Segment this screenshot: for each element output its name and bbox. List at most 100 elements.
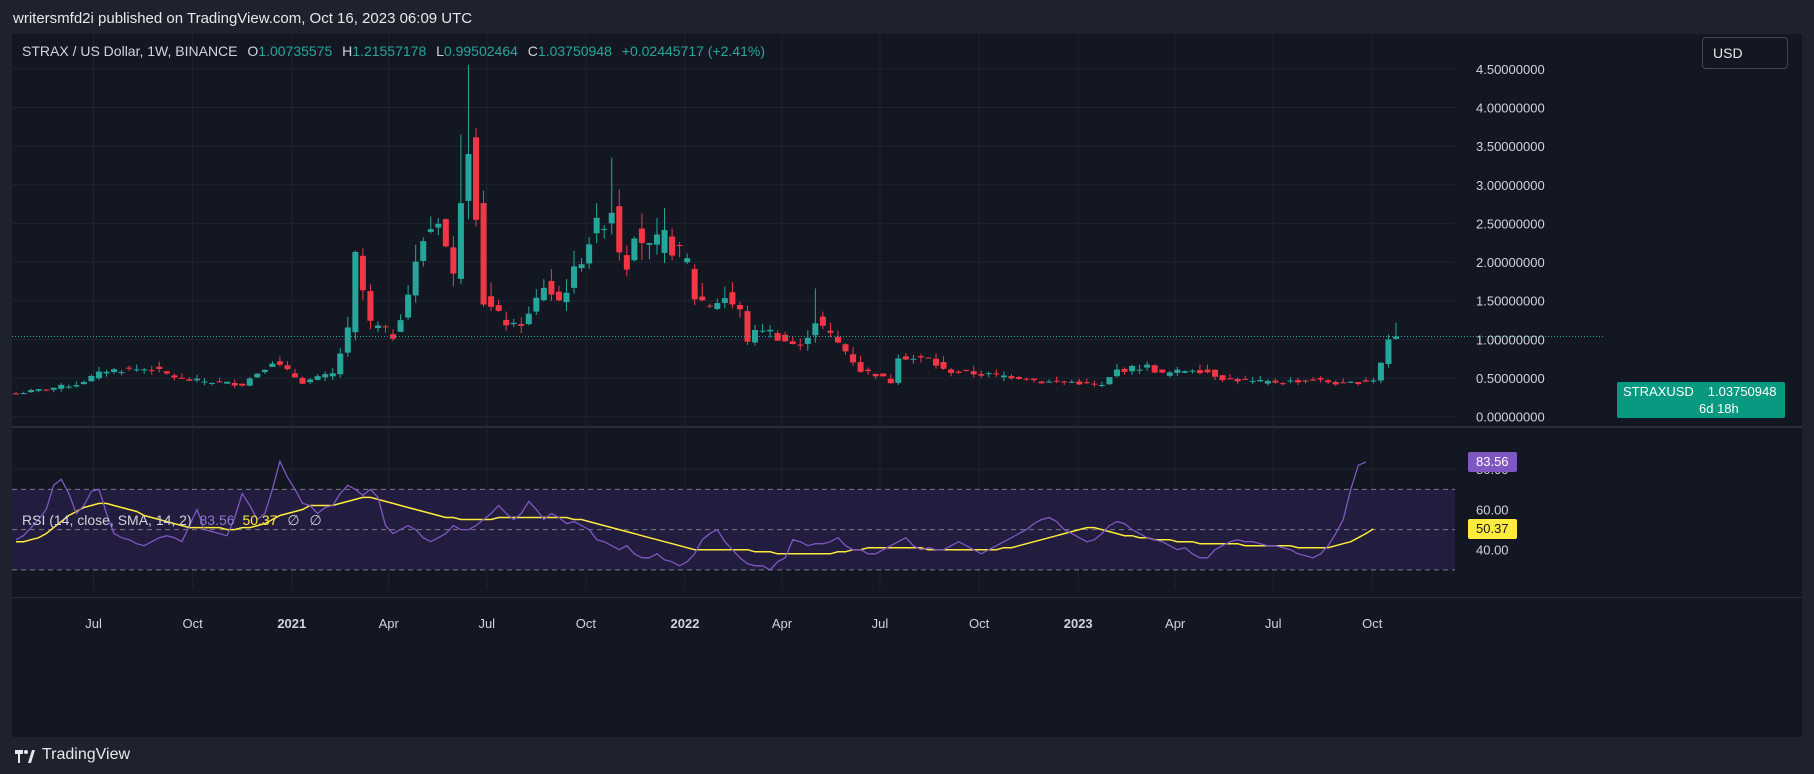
time-axis-tick-label: Jul bbox=[478, 616, 495, 631]
candle-down bbox=[1227, 378, 1234, 380]
candle-down bbox=[842, 344, 849, 352]
candle-up bbox=[646, 243, 653, 245]
open-label: O bbox=[247, 43, 259, 59]
candle-up bbox=[322, 374, 329, 378]
candle-down bbox=[548, 280, 555, 295]
time-axis-tick-label: Oct bbox=[183, 616, 204, 631]
candle-up bbox=[1098, 384, 1105, 386]
time-axis-tick-label: Apr bbox=[1165, 616, 1186, 631]
candle-up bbox=[133, 369, 140, 371]
candle-up bbox=[1347, 381, 1354, 383]
candle-down bbox=[1355, 382, 1362, 384]
candle-down bbox=[782, 334, 789, 342]
candle-down bbox=[623, 255, 630, 270]
price-axis-tick-label: 3.00000000 bbox=[1476, 178, 1545, 193]
time-axis-tick-label: 2022 bbox=[671, 616, 700, 631]
candle-down bbox=[736, 305, 743, 310]
candle-down bbox=[1204, 369, 1211, 373]
candle-up bbox=[1257, 379, 1264, 382]
candle-up bbox=[608, 212, 615, 224]
candle-down bbox=[503, 319, 510, 326]
candle-down bbox=[43, 389, 50, 391]
candle-up bbox=[653, 234, 660, 245]
price-axis-tick-label: 4.00000000 bbox=[1476, 100, 1545, 115]
x-axis-line bbox=[12, 597, 1802, 598]
candle-down bbox=[1362, 380, 1369, 382]
chart-frame[interactable]: 4.50000000 4.00000000 3.50000000 3.00000000… bbox=[12, 34, 1802, 737]
brand-name[interactable]: TradingView bbox=[42, 746, 131, 763]
candle-up bbox=[1287, 380, 1294, 382]
candle-down bbox=[1083, 382, 1090, 384]
candle-up bbox=[457, 203, 464, 279]
candle-down bbox=[616, 206, 623, 253]
candle-down bbox=[1234, 378, 1241, 382]
candle-down bbox=[638, 228, 645, 244]
candle-down bbox=[1008, 376, 1015, 379]
candle-up bbox=[714, 303, 721, 309]
candle-down bbox=[850, 354, 857, 363]
candle-down bbox=[382, 326, 389, 328]
candle-up bbox=[1144, 364, 1151, 368]
candle-up bbox=[1377, 362, 1384, 381]
candle-up bbox=[540, 287, 547, 301]
candle-down bbox=[676, 244, 683, 246]
chart-canvas[interactable]: 4.50000000 4.00000000 3.50000000 3.00000000… bbox=[12, 34, 1802, 737]
candle-up bbox=[465, 154, 472, 201]
axis-layer: 4.50000000 4.00000000 3.50000000 3.00000000… bbox=[85, 62, 1544, 631]
candle-down bbox=[480, 203, 487, 305]
candle-up bbox=[1189, 370, 1196, 372]
change-value: +0.02445717 (+2.41%) bbox=[621, 43, 765, 59]
low-value: 0.99502464 bbox=[443, 43, 518, 59]
candle-down bbox=[1053, 380, 1060, 382]
candle-down bbox=[13, 393, 19, 395]
candle-up bbox=[65, 386, 72, 388]
currency-button[interactable]: USD bbox=[1702, 37, 1788, 69]
high-value: 1.21557178 bbox=[352, 43, 427, 59]
publisher-header: writersmfd2i published on TradingView.co… bbox=[13, 10, 473, 27]
candle-up bbox=[254, 373, 261, 378]
price-label-countdown: 6d 18h bbox=[1699, 401, 1739, 416]
candle-down bbox=[669, 236, 676, 256]
candle-up bbox=[193, 378, 200, 381]
candle-up bbox=[593, 217, 600, 234]
price-label-value: 1.03750948 bbox=[1707, 384, 1777, 399]
candle-up bbox=[88, 375, 95, 382]
candle-up bbox=[1113, 369, 1120, 377]
candle-down bbox=[948, 369, 955, 373]
candle-up bbox=[1106, 377, 1113, 385]
candle-down bbox=[367, 291, 374, 321]
candle-up bbox=[103, 371, 110, 374]
candle-down bbox=[276, 361, 283, 365]
candle-down bbox=[1279, 383, 1286, 385]
candle-down bbox=[442, 219, 449, 247]
candle-down bbox=[970, 371, 977, 375]
candle-up bbox=[661, 230, 668, 253]
candle-down bbox=[1302, 380, 1309, 382]
candle-down bbox=[555, 291, 562, 301]
candle-up bbox=[1370, 380, 1377, 382]
candle-down bbox=[171, 375, 178, 378]
price-axis-tick-label: 1.00000000 bbox=[1476, 332, 1545, 347]
footer: TradingView bbox=[0, 740, 1814, 774]
symbol-title: STRAX / US Dollar, 1W, BINANCE bbox=[22, 43, 238, 59]
candle-down bbox=[933, 358, 939, 366]
candle-down bbox=[1159, 369, 1166, 373]
time-axis-tick-label: Oct bbox=[1362, 616, 1383, 631]
time-axis-tick-label: Jul bbox=[1265, 616, 1282, 631]
candle-up bbox=[337, 353, 344, 375]
price-axis-tick-label: 0.00000000 bbox=[1476, 410, 1545, 425]
candle-up bbox=[985, 373, 992, 375]
candle-down bbox=[178, 377, 185, 379]
high-label: H bbox=[342, 43, 353, 59]
candle-up bbox=[1046, 381, 1053, 383]
candle-down bbox=[126, 367, 133, 369]
candle-up bbox=[1181, 371, 1188, 373]
rsi-axis-tick-label: 60.00 bbox=[1476, 502, 1509, 517]
candle-up bbox=[804, 337, 811, 344]
rsi-sma-value: 50.37 bbox=[242, 512, 278, 528]
candle-down bbox=[495, 305, 502, 311]
time-axis-tick-label: 2023 bbox=[1064, 616, 1093, 631]
candle-up bbox=[767, 329, 774, 332]
candle-up bbox=[314, 376, 321, 380]
candle-up bbox=[28, 390, 35, 393]
